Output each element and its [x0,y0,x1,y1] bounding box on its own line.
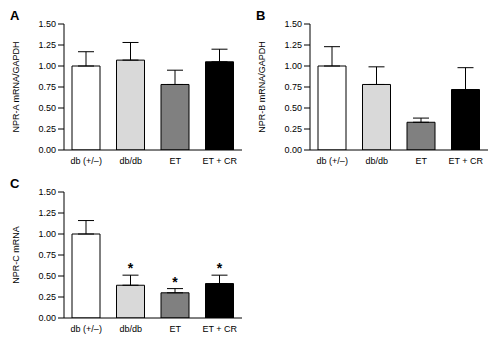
svg-text:0.50: 0.50 [38,271,56,281]
svg-text:db/db: db/db [119,156,142,166]
svg-text:1.25: 1.25 [38,208,56,218]
svg-text:db (+/–): db (+/–) [71,324,102,334]
svg-text:1.50: 1.50 [38,19,56,29]
svg-text:0.00: 0.00 [38,145,56,155]
svg-text:1.00: 1.00 [284,61,302,71]
svg-text:0.75: 0.75 [284,82,302,92]
html-text:B: B [256,8,266,23]
svg-text:1.25: 1.25 [284,40,302,50]
svg-text:1.50: 1.50 [38,187,56,197]
svg-text:0.00: 0.00 [38,313,56,323]
svg-text:db/db: db/db [119,324,142,334]
svg-text:ET + CR: ET + CR [448,156,483,166]
svg-text:1.00: 1.00 [38,61,56,71]
svg-text:1.50: 1.50 [284,19,302,29]
svg-text:1.00: 1.00 [38,229,56,239]
svg-text:NPR-C mRNA: NPR-C mRNA [11,226,21,284]
svg-text:ET: ET [169,324,181,334]
svg-text:ET: ET [415,156,427,166]
svg-text:*: * [128,260,134,276]
svg-text:db (+/–): db (+/–) [317,156,348,166]
svg-text:1.25: 1.25 [38,40,56,50]
svg-text:*: * [172,274,178,290]
svg-text:ET: ET [169,156,181,166]
svg-text:ET + CR: ET + CR [202,156,237,166]
svg-text:0.25: 0.25 [38,292,56,302]
svg-text:0.75: 0.75 [38,82,56,92]
svg-text:0.25: 0.25 [38,124,56,134]
html-text:A: A [10,8,20,23]
svg-text:db/db: db/db [365,156,388,166]
svg-text:ET + CR: ET + CR [202,324,237,334]
svg-text:NPR-B mRNA/GAPDH: NPR-B mRNA/GAPDH [257,41,267,133]
svg-text:0.50: 0.50 [38,103,56,113]
svg-text:*: * [217,260,223,276]
svg-text:0.50: 0.50 [284,103,302,113]
svg-text:0.00: 0.00 [284,145,302,155]
svg-text:NPR-A mRNA/GAPDH: NPR-A mRNA/GAPDH [11,41,21,132]
html-text:C: C [10,176,20,191]
svg-text:0.25: 0.25 [284,124,302,134]
svg-text:0.75: 0.75 [38,250,56,260]
svg-text:db (+/–): db (+/–) [71,156,102,166]
